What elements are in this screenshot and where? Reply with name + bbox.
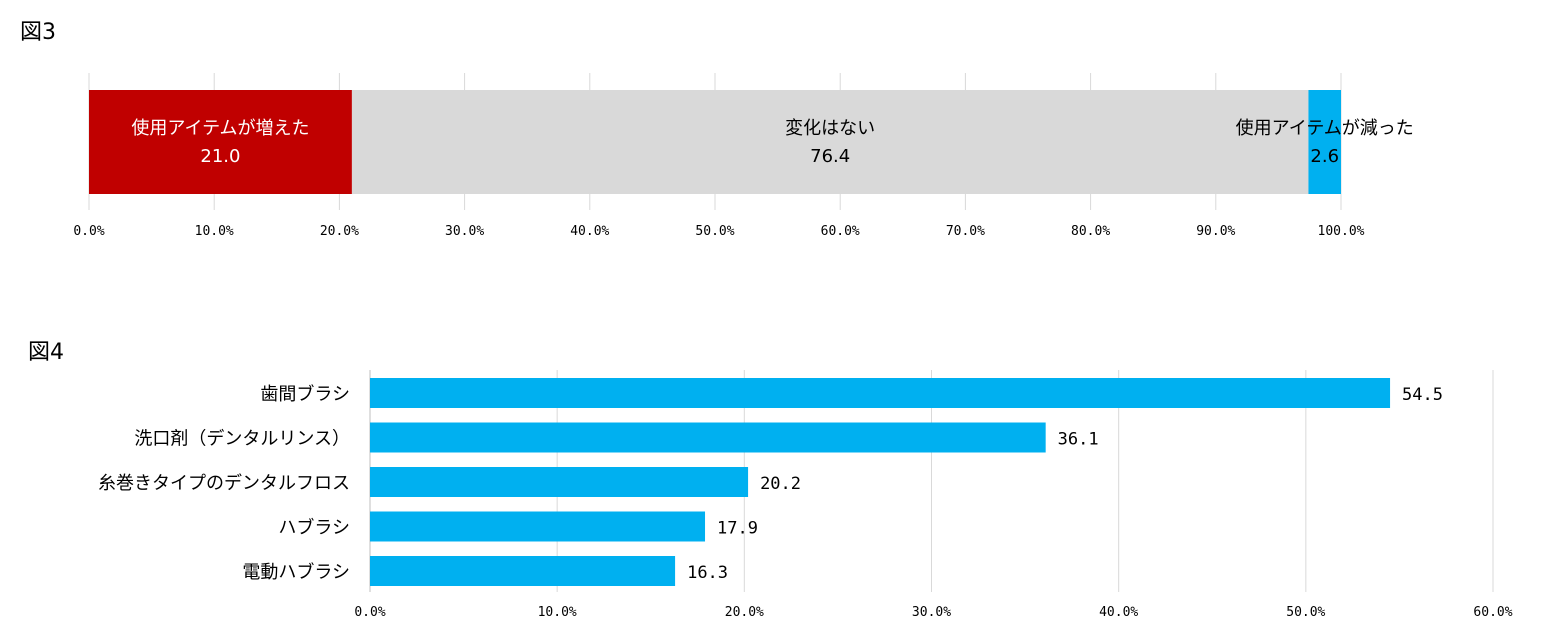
category-label: ハブラシ (278, 517, 350, 539)
x-tick-label: 0.0% (354, 605, 385, 620)
x-tick-label: 20.0% (725, 605, 764, 620)
category-label: 電動ハブラシ (242, 561, 350, 583)
segment-name-label: 使用アイテムが減った (1236, 118, 1414, 139)
segment-name-label: 使用アイテムが増えた (131, 118, 309, 139)
category-label: 糸巻きタイプのデンタルフロス (98, 473, 350, 494)
bar (370, 422, 1046, 453)
x-tick-label: 100.0% (1318, 224, 1365, 239)
x-tick-label: 0.0% (73, 224, 104, 239)
stacked-segment (1308, 90, 1341, 194)
bar (370, 378, 1391, 408)
x-tick-label: 50.0% (1286, 605, 1325, 620)
segment-name-label: 変化はない (785, 118, 875, 139)
x-tick-label: 50.0% (695, 224, 734, 239)
stacked-segment (351, 90, 1309, 194)
segment-value-label: 76.4 (810, 146, 850, 167)
x-tick-label: 10.0% (195, 224, 234, 239)
x-tick-label: 70.0% (946, 224, 985, 239)
x-tick-label: 40.0% (1099, 605, 1138, 620)
x-tick-label: 30.0% (445, 224, 484, 239)
category-label: 洗口剤（デンタルリンス） (134, 429, 350, 450)
segment-value-label: 2.6 (1310, 146, 1339, 167)
bar-value-label: 36.1 (1058, 430, 1099, 450)
x-tick-label: 10.0% (538, 605, 577, 620)
figure-4-label: 図4 (28, 340, 64, 365)
bar-value-label: 17.9 (717, 519, 758, 539)
x-tick-label: 20.0% (320, 224, 359, 239)
segment-value-label: 21.0 (200, 146, 240, 167)
category-label: 歯間ブラシ (260, 383, 350, 405)
x-tick-label: 60.0% (821, 224, 860, 239)
x-tick-label: 90.0% (1196, 224, 1235, 239)
figure-3-label: 図3 (20, 20, 56, 45)
bar-value-label: 54.5 (1402, 385, 1443, 405)
bar-value-label: 16.3 (687, 563, 728, 583)
x-tick-label: 40.0% (570, 224, 609, 239)
x-tick-label: 60.0% (1473, 605, 1512, 620)
x-tick-label: 80.0% (1071, 224, 1110, 239)
stacked-segment (89, 90, 352, 194)
x-tick-label: 30.0% (912, 605, 951, 620)
bar (370, 467, 749, 497)
bar (370, 511, 706, 542)
bar-value-label: 20.2 (760, 474, 801, 494)
bar (370, 556, 676, 586)
